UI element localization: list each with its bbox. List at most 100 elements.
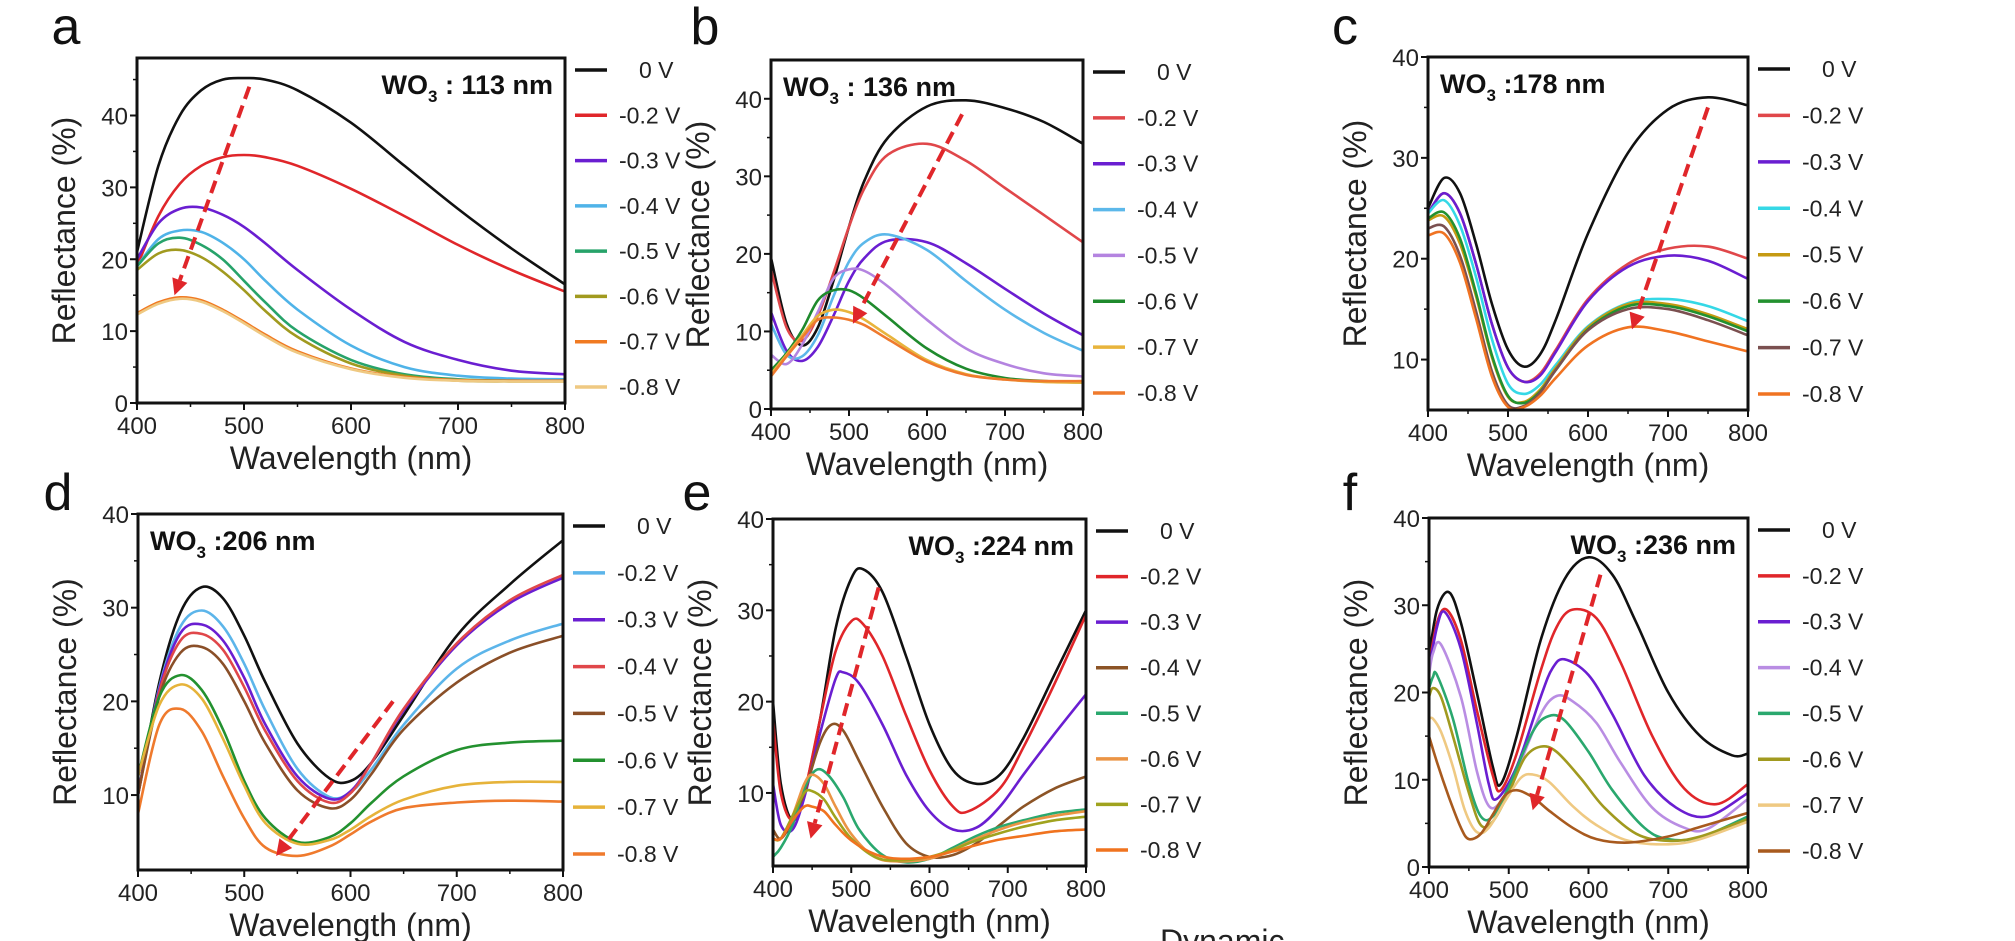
x-tick-label: 800 — [1063, 419, 1103, 446]
legend-label: -0.6 V — [1802, 288, 1864, 314]
x-axis-title: Wavelength (nm) — [1467, 447, 1709, 483]
x-tick-label: 600 — [909, 876, 949, 903]
panel-d: d 400 500 600 700 800 10 20 30 40 Wavelength (nm) R… — [44, 464, 679, 941]
trend-arrow-shaft — [1535, 574, 1603, 796]
x-axis-title: Wavelength (nm) — [229, 907, 471, 941]
thickness-annotation: WO3 :236 nm — [1570, 530, 1736, 566]
trend-arrow-head — [1629, 311, 1645, 330]
y-tick-label: 20 — [735, 242, 762, 269]
legend-label: -0.2 V — [1802, 102, 1864, 128]
y-axis-title: Reflectance (%) — [46, 117, 82, 345]
series-line--0p8V — [771, 316, 1083, 383]
y-tick-label: 40 — [735, 87, 762, 114]
annotation-formula: WO — [1440, 69, 1487, 99]
x-tick-label: 800 — [1066, 876, 1106, 903]
series-line-0V — [773, 566, 1086, 822]
panel-e: e 400 500 600 700 800 10 20 30 40 Wavelength (nm) R… — [682, 464, 1202, 939]
legend-label: -0.4 V — [1802, 655, 1864, 681]
legend-label: -0.7 V — [1140, 791, 1202, 817]
legend-label: -0.4 V — [619, 193, 681, 219]
y-tick-label: 20 — [102, 689, 129, 716]
series-line--0p5V — [1429, 670, 1748, 842]
series-line--0p4V — [771, 232, 1083, 361]
legend-label: -0.6 V — [617, 747, 679, 773]
series-line--0p7V — [773, 788, 1086, 862]
annotation-thickness: : 136 nm — [839, 72, 956, 102]
y-tick-label: 40 — [1392, 45, 1419, 72]
trend-arrow-head — [852, 305, 868, 324]
legend-label: -0.4 V — [1140, 655, 1202, 681]
annotation-subscript: 3 — [1487, 86, 1496, 105]
trend-arrow-head — [807, 821, 823, 839]
panel-letter-d: d — [44, 464, 73, 522]
x-tick-label: 400 — [117, 413, 157, 440]
annotation-formula: WO — [1570, 530, 1617, 560]
x-tick-label: 600 — [331, 413, 371, 440]
x-tick-label: 800 — [543, 880, 583, 907]
legend-label: -0.3 V — [1802, 609, 1864, 635]
y-tick-label: 10 — [737, 781, 764, 808]
series-line--0p3V — [137, 205, 565, 376]
legend-label: -0.3 V — [1140, 609, 1202, 635]
annotation-thickness: :178 nm — [1496, 69, 1606, 99]
annotation-subscript: 3 — [197, 543, 206, 562]
x-tick-label: 400 — [753, 876, 793, 903]
trend-arrow-shaft — [858, 113, 964, 311]
legend-label: -0.6 V — [619, 283, 681, 309]
series-line--0p6V — [138, 673, 563, 845]
legend-label: -0.6 V — [1802, 746, 1864, 772]
legend: 0 V -0.2 V -0.3 V -0.4 V -0.5 V -0.6 V -0.7 V -… — [573, 513, 679, 867]
panel-letter-b: b — [691, 0, 720, 56]
series-line--0p8V — [137, 297, 565, 383]
legend-label: -0.3 V — [617, 607, 679, 633]
series-line--0p6V — [1429, 686, 1748, 843]
series-line--0p4V — [137, 228, 565, 381]
y-tick-label: 20 — [1393, 681, 1420, 708]
annotation-formula: WO — [908, 531, 955, 561]
legend-label: -0.3 V — [1802, 149, 1864, 175]
series-line--0p2V — [1429, 607, 1748, 806]
x-tick-label: 700 — [438, 413, 478, 440]
y-tick-label: 40 — [1393, 506, 1420, 533]
series-line-0V — [1429, 555, 1748, 787]
x-tick-label: 600 — [1568, 877, 1608, 904]
series-group — [773, 566, 1086, 864]
trend-arrow-head — [1529, 792, 1545, 811]
trend-arrow-shaft — [177, 86, 252, 281]
thickness-annotation: WO3 :206 nm — [150, 526, 316, 562]
legend: 0 V -0.2 V -0.3 V -0.4 V -0.5 V -0.6 V -0.7 V -… — [575, 57, 681, 400]
series-line-0V — [1428, 95, 1748, 368]
x-tick-label: 700 — [437, 880, 477, 907]
legend: 0 V -0.2 V -0.3 V -0.4 V -0.5 V -0.6 V -0.7 V -… — [1096, 518, 1202, 863]
y-tick-label: 40 — [737, 507, 764, 534]
series-line-0V — [137, 76, 565, 286]
y-tick-label: 10 — [1392, 348, 1419, 375]
legend-label: -0.4 V — [1802, 195, 1864, 221]
x-tick-label: 600 — [907, 419, 947, 446]
series-line--0p4V — [773, 722, 1086, 860]
panel-letter-a: a — [52, 0, 81, 56]
x-tick-label: 400 — [118, 880, 158, 907]
x-tick-label: 500 — [829, 419, 869, 446]
series-line--0p2V — [773, 613, 1086, 822]
legend-label: -0.6 V — [1140, 746, 1202, 772]
series-line--0p7V — [138, 683, 563, 847]
y-tick-label: 20 — [1392, 247, 1419, 274]
plot-frame — [135, 56, 567, 405]
y-tick-label: 0 — [749, 397, 762, 424]
legend-label: -0.7 V — [1137, 334, 1199, 360]
y-tick-label: 10 — [735, 319, 762, 346]
panel-b: b 400 500 600 700 800 0 10 20 30 40 Wavelength (nm)… — [680, 0, 1199, 482]
legend-label: -0.7 V — [1802, 335, 1864, 361]
series-line--0p3V — [1429, 610, 1748, 819]
annotation-subscript: 3 — [1617, 547, 1626, 566]
trend-arrow-head — [172, 277, 188, 296]
thickness-annotation: WO3 :178 nm — [1440, 69, 1606, 105]
legend-label: -0.2 V — [1140, 564, 1202, 590]
x-tick-label: 700 — [985, 419, 1025, 446]
x-tick-label: 800 — [1728, 877, 1768, 904]
legend-label: -0.5 V — [1140, 700, 1202, 726]
series-line--0p5V — [138, 634, 563, 810]
legend-label: -0.5 V — [619, 238, 681, 264]
legend-label: -0.5 V — [1137, 242, 1199, 268]
